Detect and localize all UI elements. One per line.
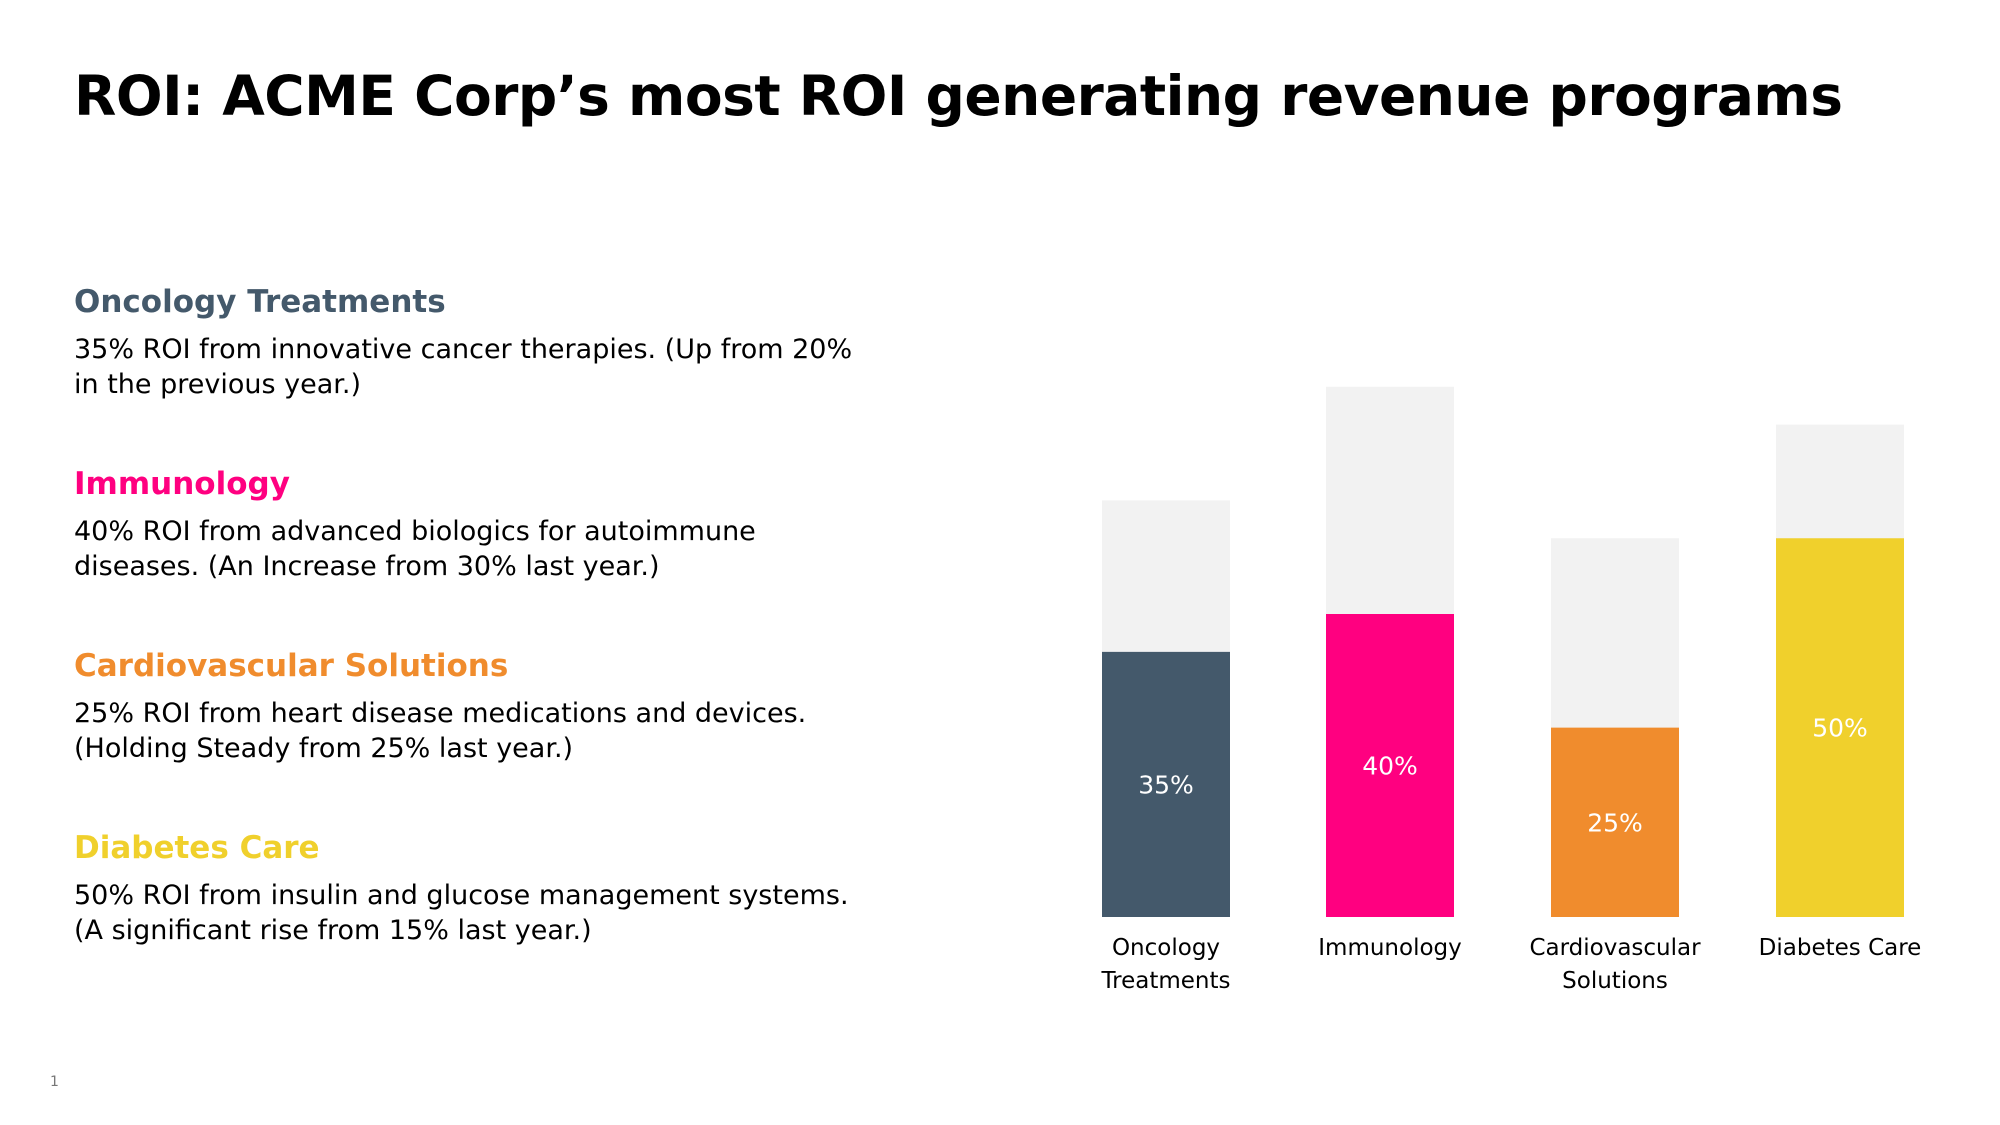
program-oncology: Oncology Treatments 35% ROI from innovat… bbox=[74, 282, 854, 402]
bar-data-label: 40% bbox=[1362, 752, 1418, 781]
program-name: Diabetes Care bbox=[74, 830, 320, 866]
slide-number: 1 bbox=[50, 1074, 59, 1090]
category-label: Oncology bbox=[1112, 935, 1220, 961]
bar-data-label: 50% bbox=[1812, 714, 1868, 743]
program-name: Oncology Treatments bbox=[74, 284, 446, 320]
program-description-line: diseases. (An Increase from 30% last yea… bbox=[74, 551, 660, 582]
program-cardiovascular: Cardiovascular Solutions 25% ROI from he… bbox=[74, 646, 854, 766]
program-description: 50% ROI from insulin and glucose managem… bbox=[74, 878, 854, 948]
program-description-line: 35% ROI from innovative cancer therapies… bbox=[74, 334, 853, 365]
bar bbox=[1102, 651, 1230, 917]
bar bbox=[1326, 614, 1454, 917]
program-diabetes: Diabetes Care 50% ROI from insulin and g… bbox=[74, 828, 854, 948]
program-description-line: in the previous year.) bbox=[74, 369, 361, 400]
program-name: Immunology bbox=[74, 466, 290, 502]
bar-data-label: 35% bbox=[1138, 770, 1194, 799]
program-name: Cardiovascular Solutions bbox=[74, 648, 509, 684]
program-immunology: Immunology 40% ROI from advanced biologi… bbox=[74, 464, 854, 584]
bar bbox=[1776, 538, 1904, 917]
program-description: 35% ROI from innovative cancer therapies… bbox=[74, 332, 854, 402]
program-description: 25% ROI from heart disease medications a… bbox=[74, 696, 854, 766]
bar-data-label: 25% bbox=[1587, 808, 1643, 837]
program-description-line: 50% ROI from insulin and glucose managem… bbox=[74, 880, 849, 911]
program-description-line: (A significant rise from 15% last year.) bbox=[74, 915, 592, 946]
category-label: Immunology bbox=[1318, 935, 1462, 961]
program-description-line: (Holding Steady from 25% last year.) bbox=[74, 733, 574, 764]
bar bbox=[1551, 727, 1679, 917]
slide-title: ROI: ACME Corp’s most ROI generating rev… bbox=[74, 64, 1843, 128]
program-description-line: 40% ROI from advanced biologics for auto… bbox=[74, 516, 756, 547]
category-label: Cardiovascular bbox=[1529, 935, 1701, 961]
category-label: Diabetes Care bbox=[1759, 935, 1922, 961]
category-label: Solutions bbox=[1562, 968, 1668, 994]
category-label: Treatments bbox=[1100, 968, 1230, 994]
program-description: 40% ROI from advanced biologics for auto… bbox=[74, 514, 854, 584]
program-description-line: 25% ROI from heart disease medications a… bbox=[74, 698, 807, 729]
